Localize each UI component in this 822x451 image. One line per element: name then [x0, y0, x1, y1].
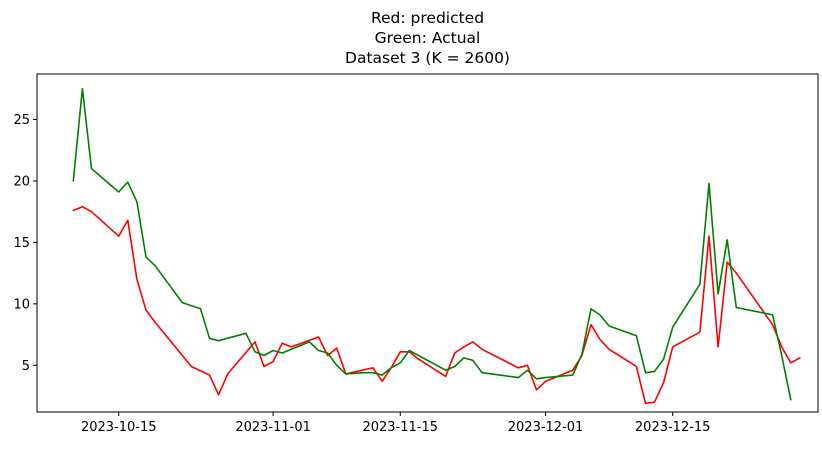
x-tick-label: 2023-11-15	[362, 420, 438, 435]
series-lines	[72, 87, 801, 405]
y-tick-label: 5	[22, 359, 30, 374]
chart-title-line: Green: Actual	[375, 29, 481, 47]
x-tick-label: 2023-12-01	[508, 420, 584, 435]
x-axis: 2023-10-15 2023-11-01 2023-11-15 2023-12-01…	[81, 412, 711, 435]
series-line-predicted	[72, 205, 801, 405]
chart-title-line: Red: predicted	[371, 9, 484, 27]
x-tick-label: 2023-11-01	[235, 420, 311, 435]
y-tick-label: 10	[13, 297, 30, 312]
y-tick-label: 15	[13, 236, 30, 251]
x-tick-label: 2023-10-15	[81, 420, 157, 435]
chart-title: Red: predicted Green: Actual Dataset 3 (K …	[345, 9, 510, 67]
y-tick-label: 25	[13, 113, 30, 128]
y-tick-label: 20	[13, 174, 30, 189]
chart-title-line: Dataset 3 (K = 2600)	[345, 49, 510, 67]
y-axis: 5 10 15 20 25	[13, 113, 37, 374]
plot-frame	[36, 73, 819, 413]
x-tick-label: 2023-12-15	[635, 420, 711, 435]
series-line-actual	[72, 87, 792, 401]
